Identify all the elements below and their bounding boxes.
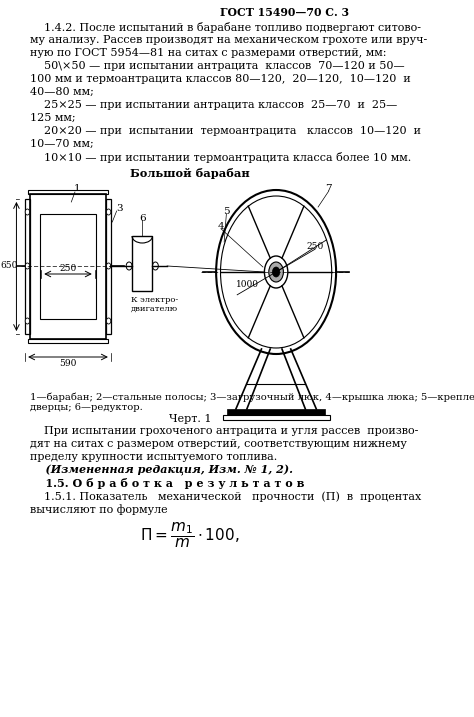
Text: 50\×50 — при испытании антрацита  классов  70—120 и 50—: 50\×50 — при испытании антрацита классов… <box>29 61 404 71</box>
Text: 20×20 — при  испытании  термоантрацита   классов  10—120  и: 20×20 — при испытании термоантрацита кла… <box>29 126 420 136</box>
Text: Большой барабан: Большой барабан <box>130 168 250 179</box>
Text: 1—барабан; 2—стальные полосы; 3—загрузочный люк, 4—крышка люка; 5—крепление: 1—барабан; 2—стальные полосы; 3—загрузоч… <box>29 392 474 402</box>
Circle shape <box>106 318 111 324</box>
Text: дверцы; 6—редуктор.: дверцы; 6—редуктор. <box>29 403 142 412</box>
Text: 650: 650 <box>0 261 18 270</box>
Text: 250: 250 <box>59 264 76 273</box>
Text: 10×10 — при испытании термоантрацита класса более 10 мм.: 10×10 — при испытании термоантрацита кла… <box>29 152 411 163</box>
Circle shape <box>25 318 29 324</box>
Text: 5: 5 <box>223 207 230 216</box>
Bar <box>132 236 153 291</box>
Text: 25×25 — при испытании антрацита классов  25—70  и  25—: 25×25 — при испытании антрацита классов … <box>29 100 397 110</box>
Text: вычисляют по формуле: вычисляют по формуле <box>29 504 167 515</box>
Text: дят на ситах с размером отверстий, соответствующим нижнему: дят на ситах с размером отверстий, соотв… <box>29 439 407 449</box>
Bar <box>25 199 29 334</box>
Text: ную по ГОСТ 5954—81 на ситах с размерами отверстий, мм:: ную по ГОСТ 5954—81 на ситах с размерами… <box>29 48 386 58</box>
Circle shape <box>25 209 29 215</box>
Text: 3: 3 <box>117 204 123 213</box>
Circle shape <box>106 263 111 269</box>
Text: пределу крупности испытуемого топлива.: пределу крупности испытуемого топлива. <box>29 452 277 462</box>
Circle shape <box>10 263 14 269</box>
Text: (Измененная редакция, Изм. № 1, 2).: (Измененная редакция, Изм. № 1, 2). <box>29 465 292 476</box>
Text: 100 мм и термоантрацита классов 80—120,  20—120,  10—120  и: 100 мм и термоантрацита классов 80—120, … <box>29 74 410 84</box>
Bar <box>28 190 108 194</box>
Bar <box>223 415 329 420</box>
Text: 10—70 мм;: 10—70 мм; <box>29 139 93 149</box>
Text: двигателю: двигателю <box>130 305 178 313</box>
Bar <box>29 194 106 339</box>
Text: 7: 7 <box>325 184 332 193</box>
Text: 1.4.2. После испытаний в барабане топливо подвергают ситово-: 1.4.2. После испытаний в барабане топлив… <box>29 22 420 33</box>
Text: 4: 4 <box>218 222 224 231</box>
Text: При испытании грохоченого антрацита и угля рассев  произво-: При испытании грохоченого антрацита и уг… <box>29 426 418 436</box>
Text: Черт. 1: Черт. 1 <box>169 414 211 424</box>
Text: 1.5. О б р а б о т к а   р е з у л ь т а т о в: 1.5. О б р а б о т к а р е з у л ь т а т… <box>29 478 304 489</box>
Text: $\Pi = \dfrac{m_1}{m} \cdot 100,$: $\Pi = \dfrac{m_1}{m} \cdot 100,$ <box>140 521 239 551</box>
Circle shape <box>269 262 283 282</box>
Text: 250: 250 <box>307 242 324 251</box>
Circle shape <box>106 209 111 215</box>
Text: ГОСТ 15490—70 С. 3: ГОСТ 15490—70 С. 3 <box>220 7 349 18</box>
Text: 590: 590 <box>59 359 76 368</box>
Bar <box>227 409 325 415</box>
Text: 40—80 мм;: 40—80 мм; <box>29 87 93 97</box>
Bar <box>40 214 96 319</box>
Text: 1000: 1000 <box>236 280 259 289</box>
Circle shape <box>25 263 29 269</box>
Text: 1: 1 <box>73 184 80 193</box>
Text: му анализу. Рассев производят на механическом грохоте или вруч-: му анализу. Рассев производят на механич… <box>29 35 427 45</box>
Text: К электро-: К электро- <box>130 296 178 304</box>
Text: 1.5.1. Показатель   механической   прочности  (П)  в  процентах: 1.5.1. Показатель механической прочности… <box>29 491 421 502</box>
Bar <box>28 339 108 343</box>
Circle shape <box>273 267 280 277</box>
Bar <box>106 199 111 334</box>
Text: 125 мм;: 125 мм; <box>29 113 75 123</box>
Text: 6: 6 <box>139 214 146 223</box>
